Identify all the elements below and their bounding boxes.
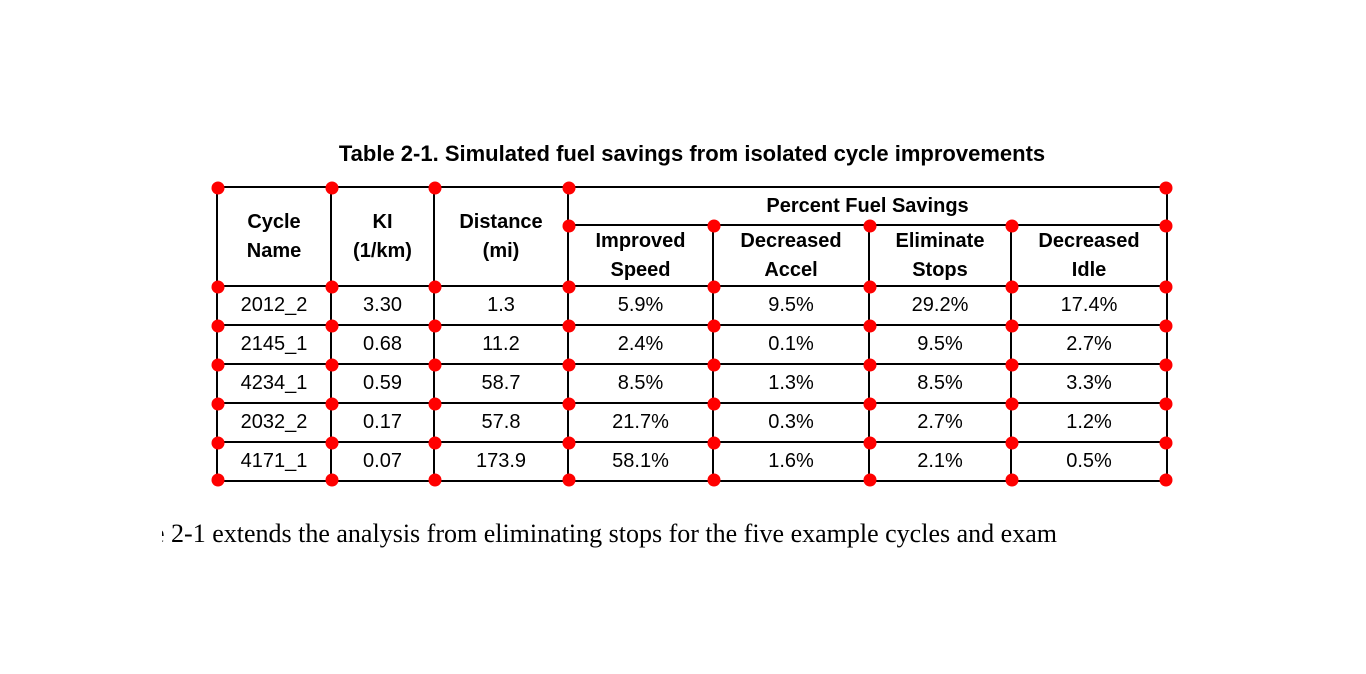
table-cell: 5.9%: [567, 285, 714, 326]
col-header-cycle-name: Cycle Name: [216, 186, 332, 287]
table-cell: 2.1%: [868, 441, 1012, 482]
table-cell: 8.5%: [567, 363, 714, 404]
table-cell: 4234_1: [216, 363, 332, 404]
table-cell: 11.2: [433, 324, 569, 365]
table-cell: 17.4%: [1009, 285, 1169, 326]
col-header-distance: Distance (mi): [433, 186, 569, 287]
table-row: 4171_1 0.07 173.9 58.1% 1.6% 2.1% 0.5%: [216, 441, 1169, 482]
table-cell: 2.7%: [1009, 324, 1169, 365]
table-row: 2032_2 0.17 57.8 21.7% 0.3% 2.7% 1.2%: [216, 402, 1169, 443]
fuel-savings-table: Cycle Name KI (1/km) Distance (mi) Percent …: [216, 186, 1169, 482]
table-cell: 21.7%: [567, 402, 714, 443]
table-cell: 2032_2: [216, 402, 332, 443]
table-cell: 58.1%: [567, 441, 714, 482]
fuel-savings-table-region: Cycle Name KI (1/km) Distance (mi) Percent …: [211, 181, 1173, 487]
table-cell: 0.59: [330, 363, 435, 404]
col-header-eliminate-stops: Eliminate Stops: [868, 224, 1012, 287]
table-cell: 0.5%: [1009, 441, 1169, 482]
table-cell: 29.2%: [868, 285, 1012, 326]
table-row: 2012_2 3.30 1.3 5.9% 9.5% 29.2% 17.4%: [216, 285, 1169, 326]
table-cell: 2012_2: [216, 285, 332, 326]
col-header-decreased-accel: Decreased Accel: [712, 224, 870, 287]
table-cell: 8.5%: [868, 363, 1012, 404]
table-cell: 57.8: [433, 402, 569, 443]
clipped-word-fragment: e: [162, 519, 165, 548]
table-cell: 0.1%: [712, 324, 870, 365]
table-cell: 3.30: [330, 285, 435, 326]
table-header: Cycle Name KI (1/km) Distance (mi) Percent …: [216, 186, 1169, 287]
table-cell: 173.9: [433, 441, 569, 482]
table-row: 4234_1 0.59 58.7 8.5% 1.3% 8.5% 3.3%: [216, 363, 1169, 404]
table-cell: 1.2%: [1009, 402, 1169, 443]
table-cell: 1.6%: [712, 441, 870, 482]
table-cell: 2.4%: [567, 324, 714, 365]
body-text: 2-1 extends the analysis from eliminatin…: [171, 519, 1057, 548]
header-row-top: Cycle Name KI (1/km) Distance (mi) Percent …: [216, 186, 1169, 287]
table-cell: 1.3%: [712, 363, 870, 404]
table-cell: 3.3%: [1009, 363, 1169, 404]
table-cell: 0.07: [330, 441, 435, 482]
table-cell: 0.17: [330, 402, 435, 443]
table-cell: 2.7%: [868, 402, 1012, 443]
col-header-decreased-idle: Decreased Idle: [1009, 224, 1169, 287]
col-header-ki: KI (1/km): [330, 186, 435, 287]
table-cell: 4171_1: [216, 441, 332, 482]
body-text-line: e 2-1 extends the analysis from eliminat…: [162, 519, 1302, 549]
table-caption: Table 2-1. Simulated fuel savings from i…: [338, 141, 1046, 166]
col-header-improved-speed: Improved Speed: [567, 224, 714, 287]
header-row-sub: Improved Speed Decreased Accel Eliminate St…: [217, 224, 1169, 287]
table-cell: 0.68: [330, 324, 435, 365]
table-cell: 0.3%: [712, 402, 870, 443]
table-row: 2145_1 0.68 11.2 2.4% 0.1% 9.5% 2.7%: [216, 324, 1169, 365]
table-body: 2012_2 3.30 1.3 5.9% 9.5% 29.2% 17.4% 2145_1 0.6…: [216, 285, 1169, 482]
table-cell: 2145_1: [216, 324, 332, 365]
table-cell: 9.5%: [868, 324, 1012, 365]
col-group-header-percent-fuel-savings: Percent Fuel Savings: [566, 186, 1169, 226]
table-cell: 58.7: [433, 363, 569, 404]
table-cell: 9.5%: [712, 285, 870, 326]
table-cell: 1.3: [433, 285, 569, 326]
